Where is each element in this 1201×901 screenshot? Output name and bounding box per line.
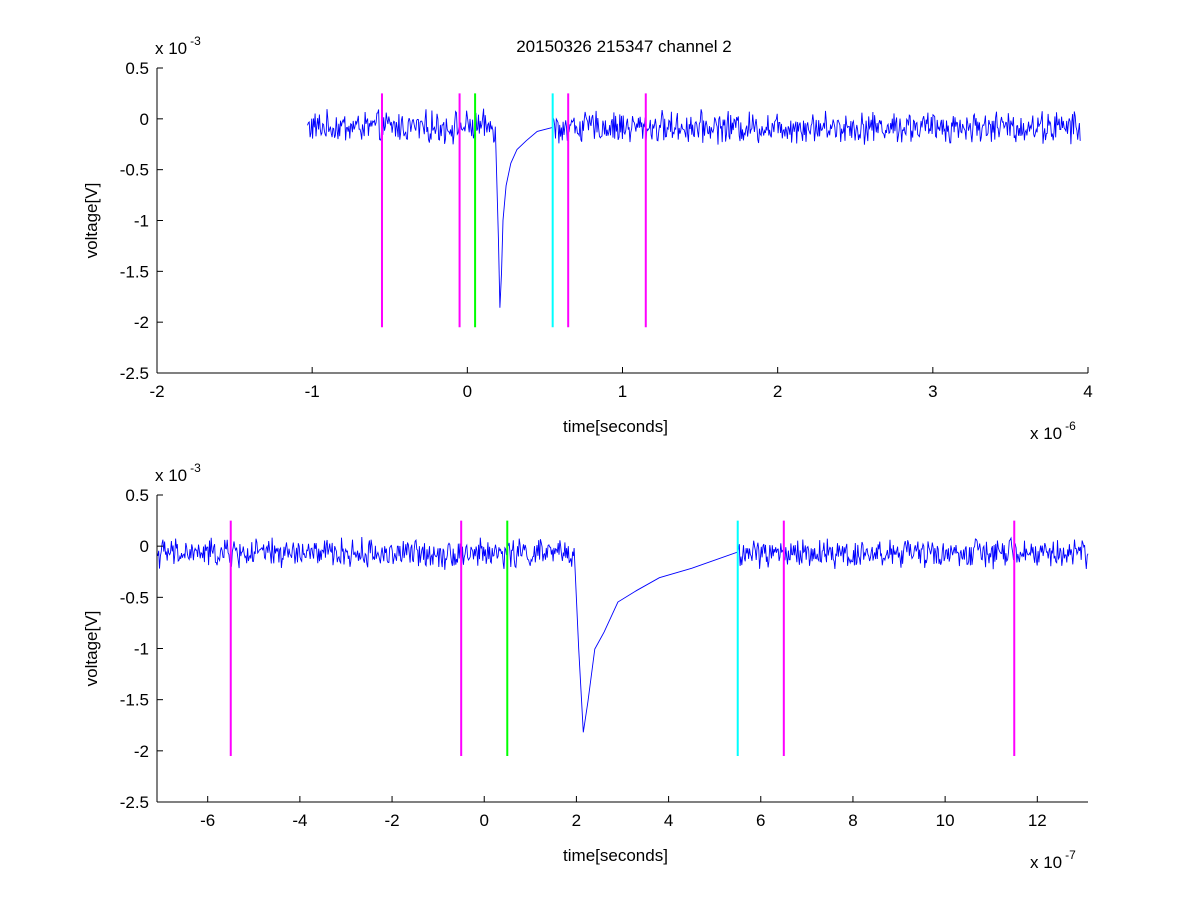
- bottom-x-exponent-label: x 10 -7: [1030, 848, 1076, 872]
- bottom-y-tick-label: -1: [134, 640, 149, 659]
- top-y-tick-label: -1: [134, 212, 149, 231]
- bottom-x-tick-label: 4: [664, 811, 673, 830]
- bottom-y-tick-label: -2: [134, 742, 149, 761]
- figure-title: 20150326 215347 channel 2: [516, 37, 732, 56]
- bottom-y-tick-label: -0.5: [120, 588, 149, 607]
- bottom-axes: -2.5 -2 -1.5 -1 -0.5 0 0.5 -6 -4 -2 0 2 4 6 8 10 12 volt…: [82, 461, 1089, 872]
- bottom-y-tick-label: 0: [140, 537, 149, 556]
- top-y-axis-label: voltage[V]: [82, 183, 101, 259]
- bottom-x-tick-label: 12: [1028, 811, 1047, 830]
- top-x-tick-label: 2: [773, 382, 782, 401]
- top-x-tick-label: 4: [1083, 382, 1092, 401]
- bottom-x-tick-label: 6: [756, 811, 765, 830]
- top-y-tick-label: -2.5: [120, 364, 149, 383]
- bottom-x-axis-label: time[seconds]: [563, 846, 668, 865]
- top-x-exponent-label: x 10 -6: [1030, 419, 1076, 443]
- top-y-tick-label: 0.5: [125, 59, 149, 78]
- top-x-tick-label: -2: [149, 382, 164, 401]
- bottom-x-tick-label: -6: [200, 811, 215, 830]
- top-x-tick-label: 1: [618, 382, 627, 401]
- bottom-x-tick-label: 10: [936, 811, 955, 830]
- bottom-y-exponent-label: x 10 -3: [155, 461, 201, 485]
- top-y-tick-label: -0.5: [120, 161, 149, 180]
- top-x-tick-label: -1: [305, 382, 320, 401]
- bottom-signal-trace: [156, 536, 1089, 733]
- top-x-tick-label: 0: [463, 382, 472, 401]
- bottom-x-tick-label: 2: [572, 811, 581, 830]
- bottom-x-tick-label: 8: [848, 811, 857, 830]
- bottom-y-axis-label: voltage[V]: [82, 611, 101, 687]
- bottom-plot-body: -2.5 -2 -1.5 -1 -0.5 0 0.5 -6 -4 -2 0 2 4 6 8 10 12: [120, 486, 1089, 830]
- bottom-y-tick-label: 0.5: [125, 486, 149, 505]
- top-signal-trace: [307, 108, 1081, 308]
- top-x-axis-label: time[seconds]: [563, 417, 668, 436]
- top-x-tick-label: 3: [928, 382, 937, 401]
- top-y-tick-label: -2: [134, 313, 149, 332]
- bottom-x-tick-label: -2: [384, 811, 399, 830]
- top-y-tick-label: 0: [140, 110, 149, 129]
- bottom-x-tick-label: 0: [479, 811, 488, 830]
- bottom-y-tick-label: -2.5: [120, 793, 149, 812]
- top-y-exponent-label: x 10 -3: [155, 34, 201, 58]
- bottom-y-tick-label: -1.5: [120, 691, 149, 710]
- top-plot-body: -2.5-2-1.5-1-0.500.5-2 -1 0 1 2 3 4: [120, 59, 1093, 401]
- bottom-x-tick-label: -4: [292, 811, 307, 830]
- top-axes: -2.5-2-1.5-1-0.500.5-2 -1 0 1 2 3 4 voltage[V]…: [82, 34, 1093, 443]
- top-y-tick-label: -1.5: [120, 262, 149, 281]
